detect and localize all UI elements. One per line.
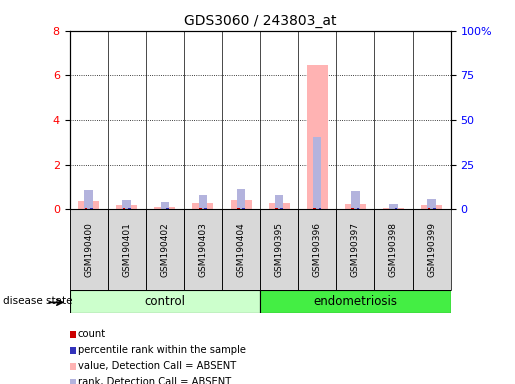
Bar	[184, 209, 222, 290]
Text: GSM190397: GSM190397	[351, 222, 360, 277]
Title: GDS3060 / 243803_at: GDS3060 / 243803_at	[184, 14, 336, 28]
Bar	[243, 208, 245, 209]
Text: GSM190402: GSM190402	[160, 222, 169, 277]
Bar	[345, 204, 366, 209]
Text: GSM190400: GSM190400	[84, 222, 93, 277]
Text: value, Detection Call = ABSENT: value, Detection Call = ABSENT	[78, 361, 236, 371]
Bar	[269, 203, 289, 209]
Bar	[70, 290, 260, 313]
Bar	[421, 205, 442, 209]
Text: count: count	[78, 329, 106, 339]
Bar	[78, 202, 99, 209]
Bar	[237, 189, 245, 209]
Bar	[389, 204, 398, 209]
Text: GSM190395: GSM190395	[274, 222, 284, 277]
Bar	[161, 202, 169, 209]
Bar	[193, 203, 213, 209]
Bar	[199, 208, 201, 209]
Bar	[298, 209, 336, 290]
Text: GSM190396: GSM190396	[313, 222, 322, 277]
Bar	[433, 208, 436, 209]
Bar	[313, 137, 321, 209]
Bar	[319, 208, 321, 209]
Text: GSM190401: GSM190401	[122, 222, 131, 277]
Text: GSM190403: GSM190403	[198, 222, 208, 277]
Text: GSM190398: GSM190398	[389, 222, 398, 277]
Bar	[231, 200, 251, 209]
Text: control: control	[144, 295, 185, 308]
Bar	[90, 208, 93, 209]
Text: rank, Detection Call = ABSENT: rank, Detection Call = ABSENT	[78, 377, 231, 384]
Text: disease state: disease state	[3, 296, 72, 306]
Bar	[427, 199, 436, 209]
Bar	[336, 209, 374, 290]
Bar	[351, 192, 359, 209]
Bar	[146, 209, 184, 290]
Text: percentile rank within the sample: percentile rank within the sample	[78, 345, 246, 355]
Bar	[84, 190, 93, 209]
Bar	[204, 208, 207, 209]
Bar	[123, 200, 131, 209]
Bar	[260, 290, 451, 313]
Bar	[70, 209, 108, 290]
Bar	[281, 208, 283, 209]
Bar	[116, 205, 137, 209]
Bar	[222, 209, 260, 290]
Bar	[275, 195, 283, 209]
Text: endometriosis: endometriosis	[313, 295, 398, 308]
Text: GSM190404: GSM190404	[236, 222, 246, 277]
Bar	[307, 65, 328, 209]
Bar	[128, 208, 131, 209]
Bar	[374, 209, 413, 290]
Bar	[260, 209, 298, 290]
Bar	[357, 208, 359, 209]
Bar	[84, 208, 87, 209]
Bar	[413, 209, 451, 290]
Bar	[383, 208, 404, 209]
Bar	[108, 209, 146, 290]
Bar	[154, 207, 175, 209]
Bar	[199, 195, 207, 209]
Text: GSM190399: GSM190399	[427, 222, 436, 277]
